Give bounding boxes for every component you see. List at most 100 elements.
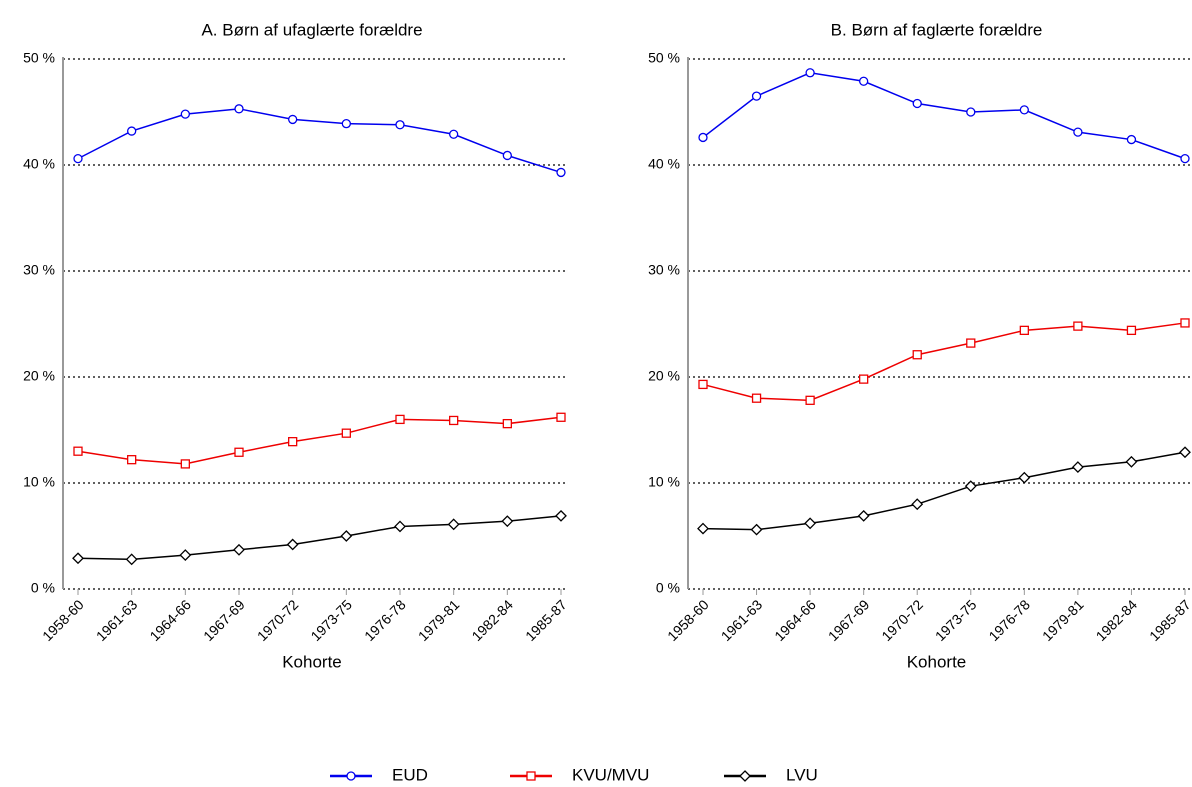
marker — [804, 517, 817, 530]
x-tick-label: 1964-66 — [771, 596, 819, 644]
marker — [234, 104, 244, 114]
y-tick-label: 30 % — [648, 262, 680, 278]
x-tick-label: 1961-63 — [718, 596, 766, 644]
legend-marker — [739, 770, 751, 782]
legend-label: LVU — [786, 765, 818, 784]
y-tick-label: 10 % — [648, 474, 680, 490]
marker — [912, 350, 922, 360]
marker — [1179, 446, 1191, 459]
marker — [698, 132, 708, 143]
marker — [127, 126, 137, 136]
y-tick-label: 10 % — [23, 474, 55, 490]
marker — [911, 498, 924, 511]
marker — [502, 150, 512, 161]
y-tick-label: 0 % — [656, 580, 680, 596]
x-tick-label: 1964-66 — [146, 596, 194, 644]
marker — [555, 509, 567, 522]
y-tick-label: 20 % — [648, 368, 680, 384]
series-line — [702, 72, 1186, 160]
marker — [73, 446, 83, 456]
marker — [72, 552, 84, 565]
x-tick-label: 1970-72 — [878, 596, 926, 644]
y-tick-label: 50 % — [648, 50, 680, 66]
marker — [964, 480, 977, 493]
marker — [1073, 127, 1083, 137]
marker — [857, 509, 870, 522]
x-axis-label: Kohorte — [907, 652, 967, 671]
marker — [180, 109, 190, 119]
marker — [966, 338, 976, 348]
y-tick-label: 20 % — [23, 368, 55, 384]
marker — [125, 553, 138, 566]
y-tick-label: 30 % — [23, 262, 55, 278]
series-line — [702, 451, 1186, 531]
marker — [556, 167, 566, 178]
marker — [697, 522, 709, 535]
marker — [1018, 471, 1031, 484]
chart-title: B. Børn af faglærte forældre — [831, 20, 1043, 39]
marker — [751, 91, 762, 101]
marker — [340, 530, 353, 542]
series-line — [77, 416, 562, 465]
marker — [395, 120, 405, 130]
marker — [449, 129, 459, 139]
marker — [805, 68, 815, 78]
marker — [698, 379, 708, 390]
marker — [1125, 455, 1138, 468]
marker — [556, 412, 566, 422]
x-tick-label: 1967-69 — [825, 596, 873, 644]
x-tick-label: 1967-69 — [200, 596, 248, 644]
marker — [1019, 105, 1029, 115]
x-tick-label: 1973-75 — [307, 596, 355, 644]
x-tick-label: 1985-87 — [522, 596, 570, 644]
marker — [1180, 318, 1190, 328]
marker — [1019, 325, 1029, 336]
marker — [912, 98, 922, 109]
marker — [449, 415, 459, 426]
marker — [447, 518, 460, 531]
marker — [341, 428, 351, 438]
x-tick-label: 1958-60 — [664, 596, 712, 644]
x-tick-label: 1961-63 — [93, 596, 141, 644]
x-axis-label: Kohorte — [282, 652, 342, 671]
y-tick-label: 40 % — [23, 156, 55, 172]
x-tick-label: 1958-60 — [39, 596, 87, 644]
marker — [859, 76, 869, 86]
marker — [395, 414, 405, 425]
x-tick-label: 1979-81 — [415, 596, 463, 644]
x-tick-label: 1982-84 — [468, 596, 516, 644]
chart-title: A. Børn af ufaglærte forældre — [201, 20, 422, 39]
series-line — [77, 515, 562, 561]
marker — [501, 515, 514, 528]
marker — [1126, 134, 1137, 145]
marker — [966, 107, 976, 117]
marker — [1073, 321, 1083, 331]
x-tick-label: 1976-78 — [361, 596, 409, 644]
marker — [1180, 153, 1190, 164]
marker — [234, 447, 244, 457]
marker — [286, 538, 299, 551]
x-tick-label: 1985-87 — [1146, 596, 1192, 644]
marker — [859, 374, 869, 384]
x-tick-label: 1973-75 — [932, 596, 980, 644]
series-line — [702, 322, 1186, 402]
marker — [1126, 325, 1137, 336]
series-line — [77, 108, 562, 174]
marker — [750, 523, 763, 536]
marker — [394, 520, 406, 533]
marker — [180, 459, 190, 469]
y-tick-label: 0 % — [31, 580, 55, 596]
marker — [233, 543, 245, 556]
legend-marker — [346, 771, 356, 781]
legend-marker — [526, 771, 536, 781]
marker — [73, 153, 83, 164]
y-tick-label: 50 % — [23, 50, 55, 66]
y-tick-label: 40 % — [648, 156, 680, 172]
marker — [1071, 461, 1084, 474]
marker — [127, 455, 137, 465]
x-tick-label: 1976-78 — [985, 596, 1033, 644]
x-tick-label: 1970-72 — [254, 596, 302, 644]
marker — [751, 393, 762, 403]
marker — [502, 418, 512, 429]
